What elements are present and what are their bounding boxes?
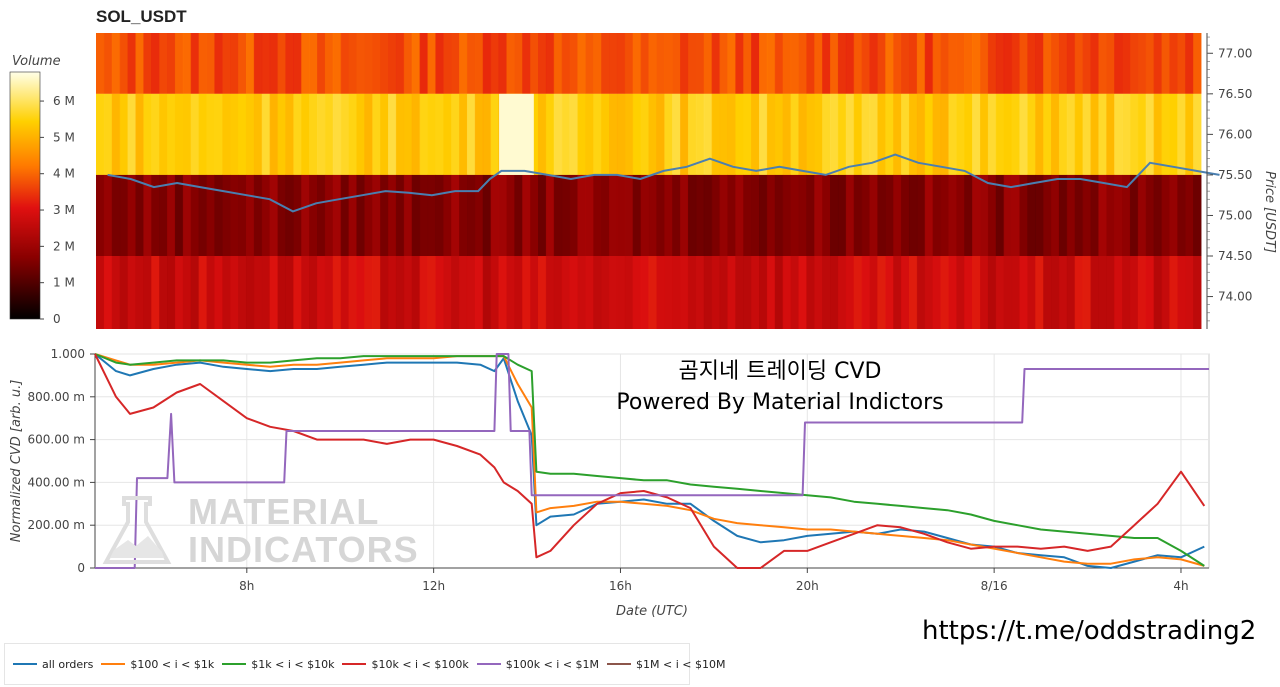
cvd-annotation: 곰지네 트레이딩 CVD Powered By Material Indicto… xyxy=(560,356,1000,418)
colorbar-tick-label: 5 M xyxy=(53,130,75,144)
price-heatmap: Volume 6 M 5 M 4 M 3 M 2 M 1 M 0 77.00 76.50 76.… xyxy=(9,33,1277,329)
legend-label: $100 < i < $1k xyxy=(130,657,215,671)
legend-swatch xyxy=(13,662,37,666)
colorbar-tick-label: 3 M xyxy=(53,203,75,217)
cvd-y-tick-label: 200.00 m xyxy=(28,518,86,532)
cvd-annotation-line1: 곰지네 트레이딩 CVD xyxy=(678,359,882,384)
price-line xyxy=(107,153,1220,213)
cvd-y-axis: 1.000 800.00 m 600.00 m 400.00 m 200.00 m 0 xyxy=(28,347,96,575)
legend-label: all orders xyxy=(42,657,94,671)
price-tick-label: 74.00 xyxy=(1218,290,1252,304)
cvd-x-tick-label: 8h xyxy=(239,579,254,593)
colorbar-tick-label: 1 M xyxy=(53,276,75,290)
price-tick-label: 75.00 xyxy=(1218,208,1252,222)
colorbar-tick-label: 6 M xyxy=(53,94,75,108)
price-axis: 77.00 76.50 76.00 75.50 75.00 74.50 74.00 xyxy=(1206,33,1252,329)
watermark-logo: MATERIAL INDICATORS xyxy=(100,491,418,570)
price-tick-label: 76.00 xyxy=(1218,127,1252,141)
price-tick-label: 74.50 xyxy=(1218,249,1252,263)
cvd-series-line-all_orders xyxy=(94,353,1205,569)
watermark-text-2: INDICATORS xyxy=(188,529,419,570)
cvd-x-tick-label: 12h xyxy=(422,579,445,593)
legend-swatch xyxy=(101,662,126,666)
cvd-x-tick-label: 20h xyxy=(796,579,819,593)
legend-item[interactable]: $10k < i < $100k xyxy=(342,657,469,671)
cvd-series-line-b1k_10k xyxy=(94,353,1205,567)
legend-swatch xyxy=(476,662,501,666)
cvd-chart: 1.000 800.00 m 600.00 m 400.00 m 200.00 m 0 8… xyxy=(9,347,1210,619)
colorbar-tick-label: 2 M xyxy=(53,239,75,253)
watermark-text-1: MATERIAL xyxy=(188,491,380,532)
cvd-series-line-b100k_1m xyxy=(95,353,1209,569)
cvd-x-tick-label: 16h xyxy=(609,579,632,593)
legend-label: $1k < i < $10k xyxy=(251,657,335,671)
flask-icon xyxy=(102,496,172,564)
cvd-y-tick-label: 1.000 xyxy=(51,347,85,361)
legend-label: $100k < i < $1M xyxy=(505,657,600,671)
cvd-x-axis-label: Date (UTC) xyxy=(616,604,688,619)
legend: all orders $100 < i < $1k $1k < i < $10k $1… xyxy=(4,643,725,685)
cvd-x-axis: 8h 12h 16h 20h 8/16 4h xyxy=(95,567,1209,593)
price-tick-label: 76.50 xyxy=(1218,87,1252,101)
cvd-series-line-b10k_100k xyxy=(94,353,1206,569)
chart-title: SOL_USDT xyxy=(96,7,187,26)
legend-label: $1M < i < $10M xyxy=(636,657,726,671)
legend-item[interactable]: $1k < i < $10k xyxy=(222,658,334,671)
cvd-x-tick-label: 4h xyxy=(1173,579,1188,593)
price-axis-label: Price [USDT] xyxy=(1262,171,1277,253)
colorbar-label: Volume xyxy=(12,54,61,69)
colorbar-ticks: 6 M 5 M 4 M 3 M 2 M 1 M 0 xyxy=(40,94,75,326)
cvd-y-tick-label: 800.00 m xyxy=(28,390,86,404)
legend-item[interactable]: $100k < i < $1M xyxy=(476,657,600,671)
legend-swatch xyxy=(222,662,247,666)
colorbar-tick-label: 4 M xyxy=(53,167,75,181)
cvd-series xyxy=(94,353,1209,569)
cvd-y-tick-label: 400.00 m xyxy=(28,475,86,489)
colorbar xyxy=(9,71,41,320)
cvd-series-line-b100_1k xyxy=(94,353,1205,567)
legend-item[interactable]: $1M < i < $10M xyxy=(607,658,725,671)
cvd-y-tick-label: 0 xyxy=(77,561,85,575)
cvd-y-axis-label: Normalized CVD [arb. u.] xyxy=(9,380,24,543)
price-tick-label: 75.50 xyxy=(1218,168,1252,182)
legend-item[interactable]: all orders xyxy=(13,658,93,671)
cvd-y-tick-label: 600.00 m xyxy=(28,433,86,447)
cvd-x-tick-label: 8/16 xyxy=(981,579,1008,593)
legend-label: $10k < i < $100k xyxy=(371,657,469,671)
heatmap-stripes xyxy=(96,33,1202,329)
telegram-url: https://t.me/oddstrading2 xyxy=(922,616,1257,646)
cvd-annotation-line2: Powered By Material Indictors xyxy=(616,390,944,415)
legend-swatch xyxy=(607,662,632,666)
legend-swatch xyxy=(342,662,367,666)
colorbar-tick-label: 0 xyxy=(53,312,61,326)
price-tick-label: 77.00 xyxy=(1218,46,1252,60)
legend-item[interactable]: $100 < i < $1k xyxy=(101,658,214,671)
